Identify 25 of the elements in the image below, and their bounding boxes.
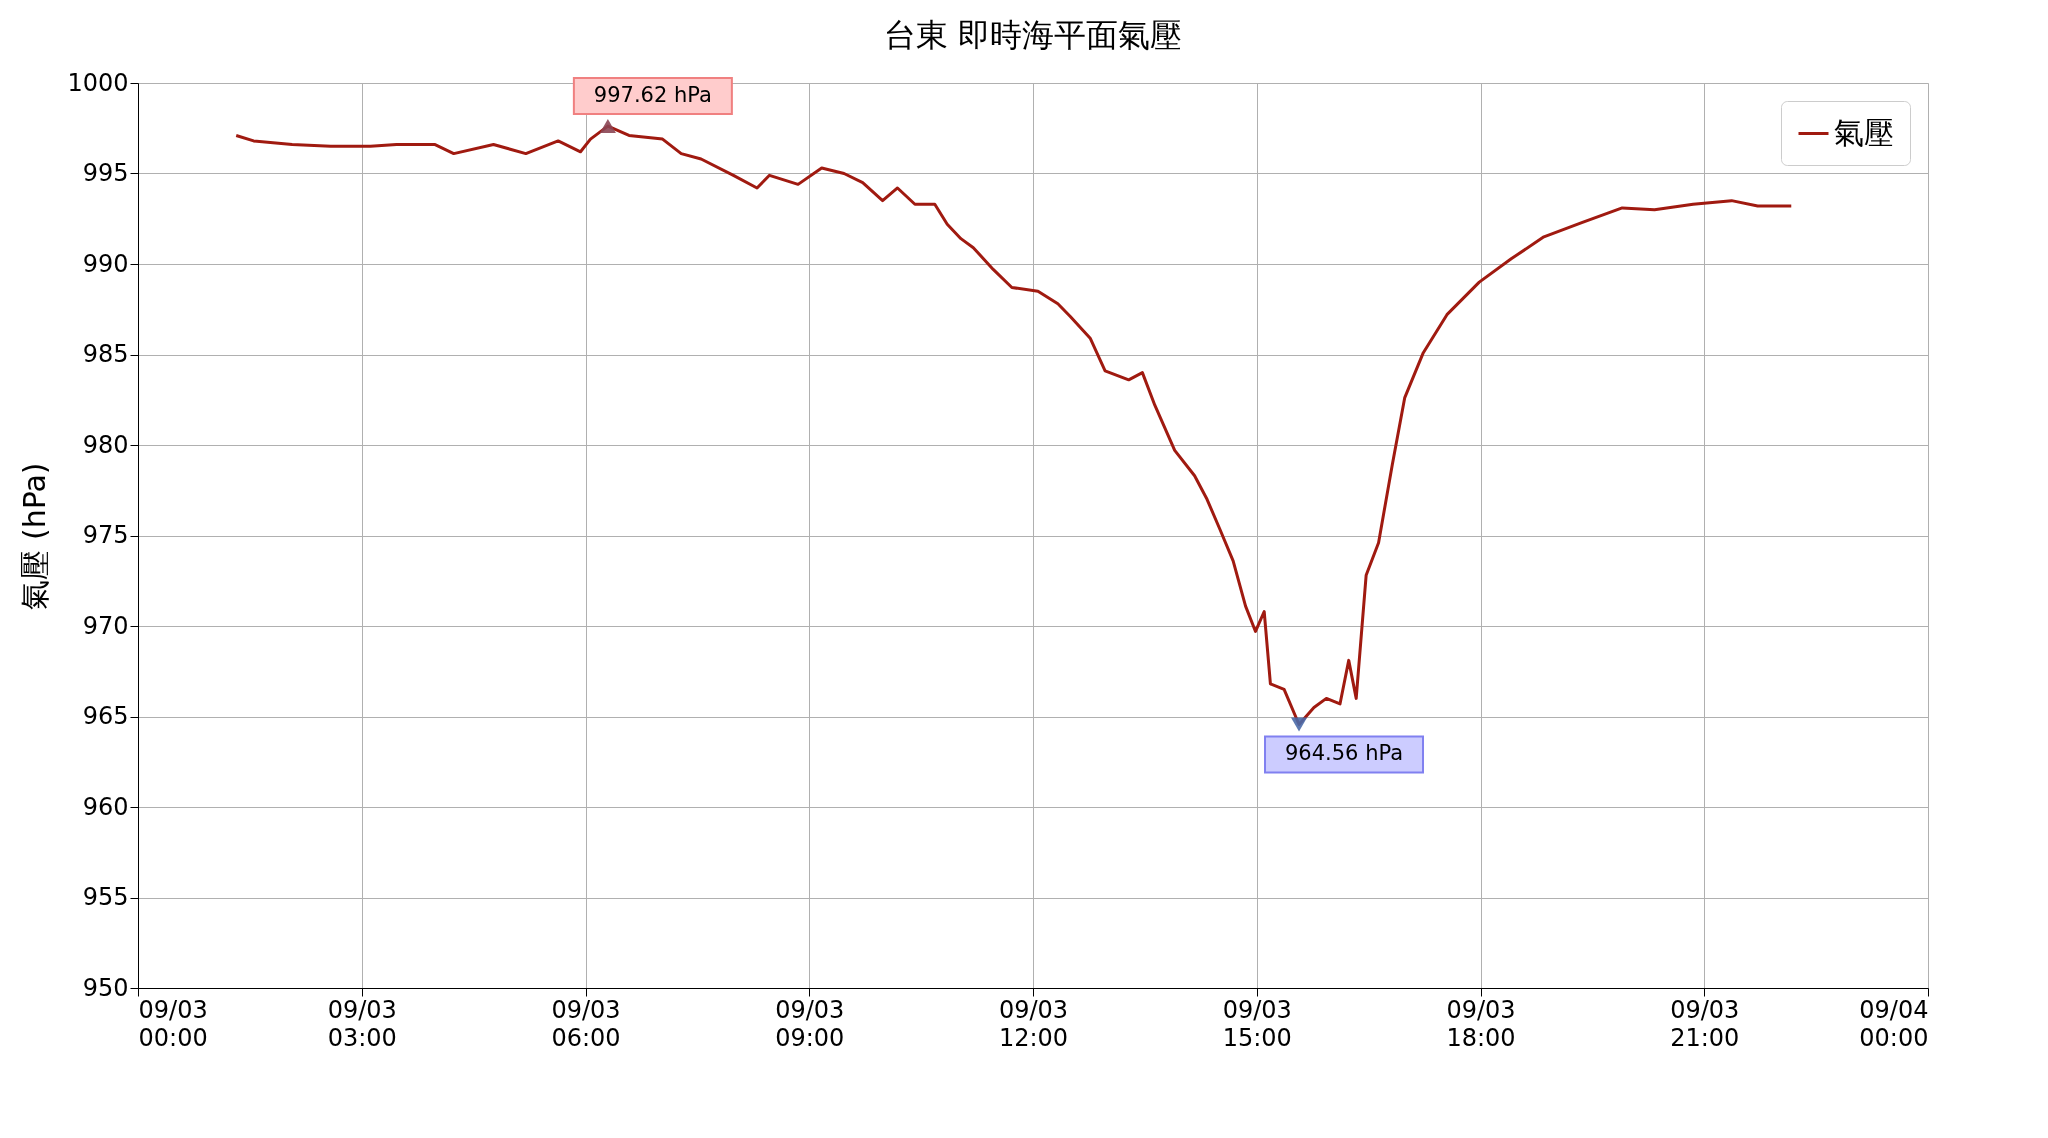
x-tick-label: 09/03 21:00 — [1670, 995, 1740, 1052]
x-tick-label: 09/03 18:00 — [1446, 995, 1516, 1052]
x-tick-label: 09/03 12:00 — [998, 995, 1069, 1052]
x-tick-label: 09/03 09:00 — [775, 995, 845, 1052]
y-tick-label: 990 — [82, 249, 129, 278]
chart-title: 台東 即時海平面氣壓 — [883, 16, 1183, 54]
y-tick-label: 960 — [82, 792, 129, 821]
y-axis-title: 氣壓 (hPa) — [17, 462, 53, 610]
y-tick-label: 1000 — [67, 68, 129, 97]
y-tick-label: 980 — [82, 430, 129, 459]
annotation: 997.62 hPa — [593, 83, 712, 108]
y-tick-label: 995 — [82, 159, 129, 187]
y-tick-label: 970 — [82, 611, 129, 640]
y-tick-label: 965 — [82, 702, 129, 730]
y-tick-label: 985 — [82, 340, 129, 368]
annotation: 964.56 hPa — [1284, 741, 1404, 766]
x-tick-label: 09/03 00:00 — [138, 995, 208, 1052]
x-tick-label: 09/03 06:00 — [551, 995, 621, 1052]
y-tick-label: 950 — [82, 973, 129, 1002]
x-tick-label: 09/03 03:00 — [327, 995, 397, 1052]
x-tick-label: 09/04 00:00 — [1859, 995, 1929, 1052]
y-tick-label: 975 — [82, 521, 129, 549]
y-tick-label: 955 — [82, 883, 129, 911]
legend-label: 氣壓 — [1834, 114, 1894, 150]
x-tick-label: 09/03 15:00 — [1222, 995, 1292, 1052]
